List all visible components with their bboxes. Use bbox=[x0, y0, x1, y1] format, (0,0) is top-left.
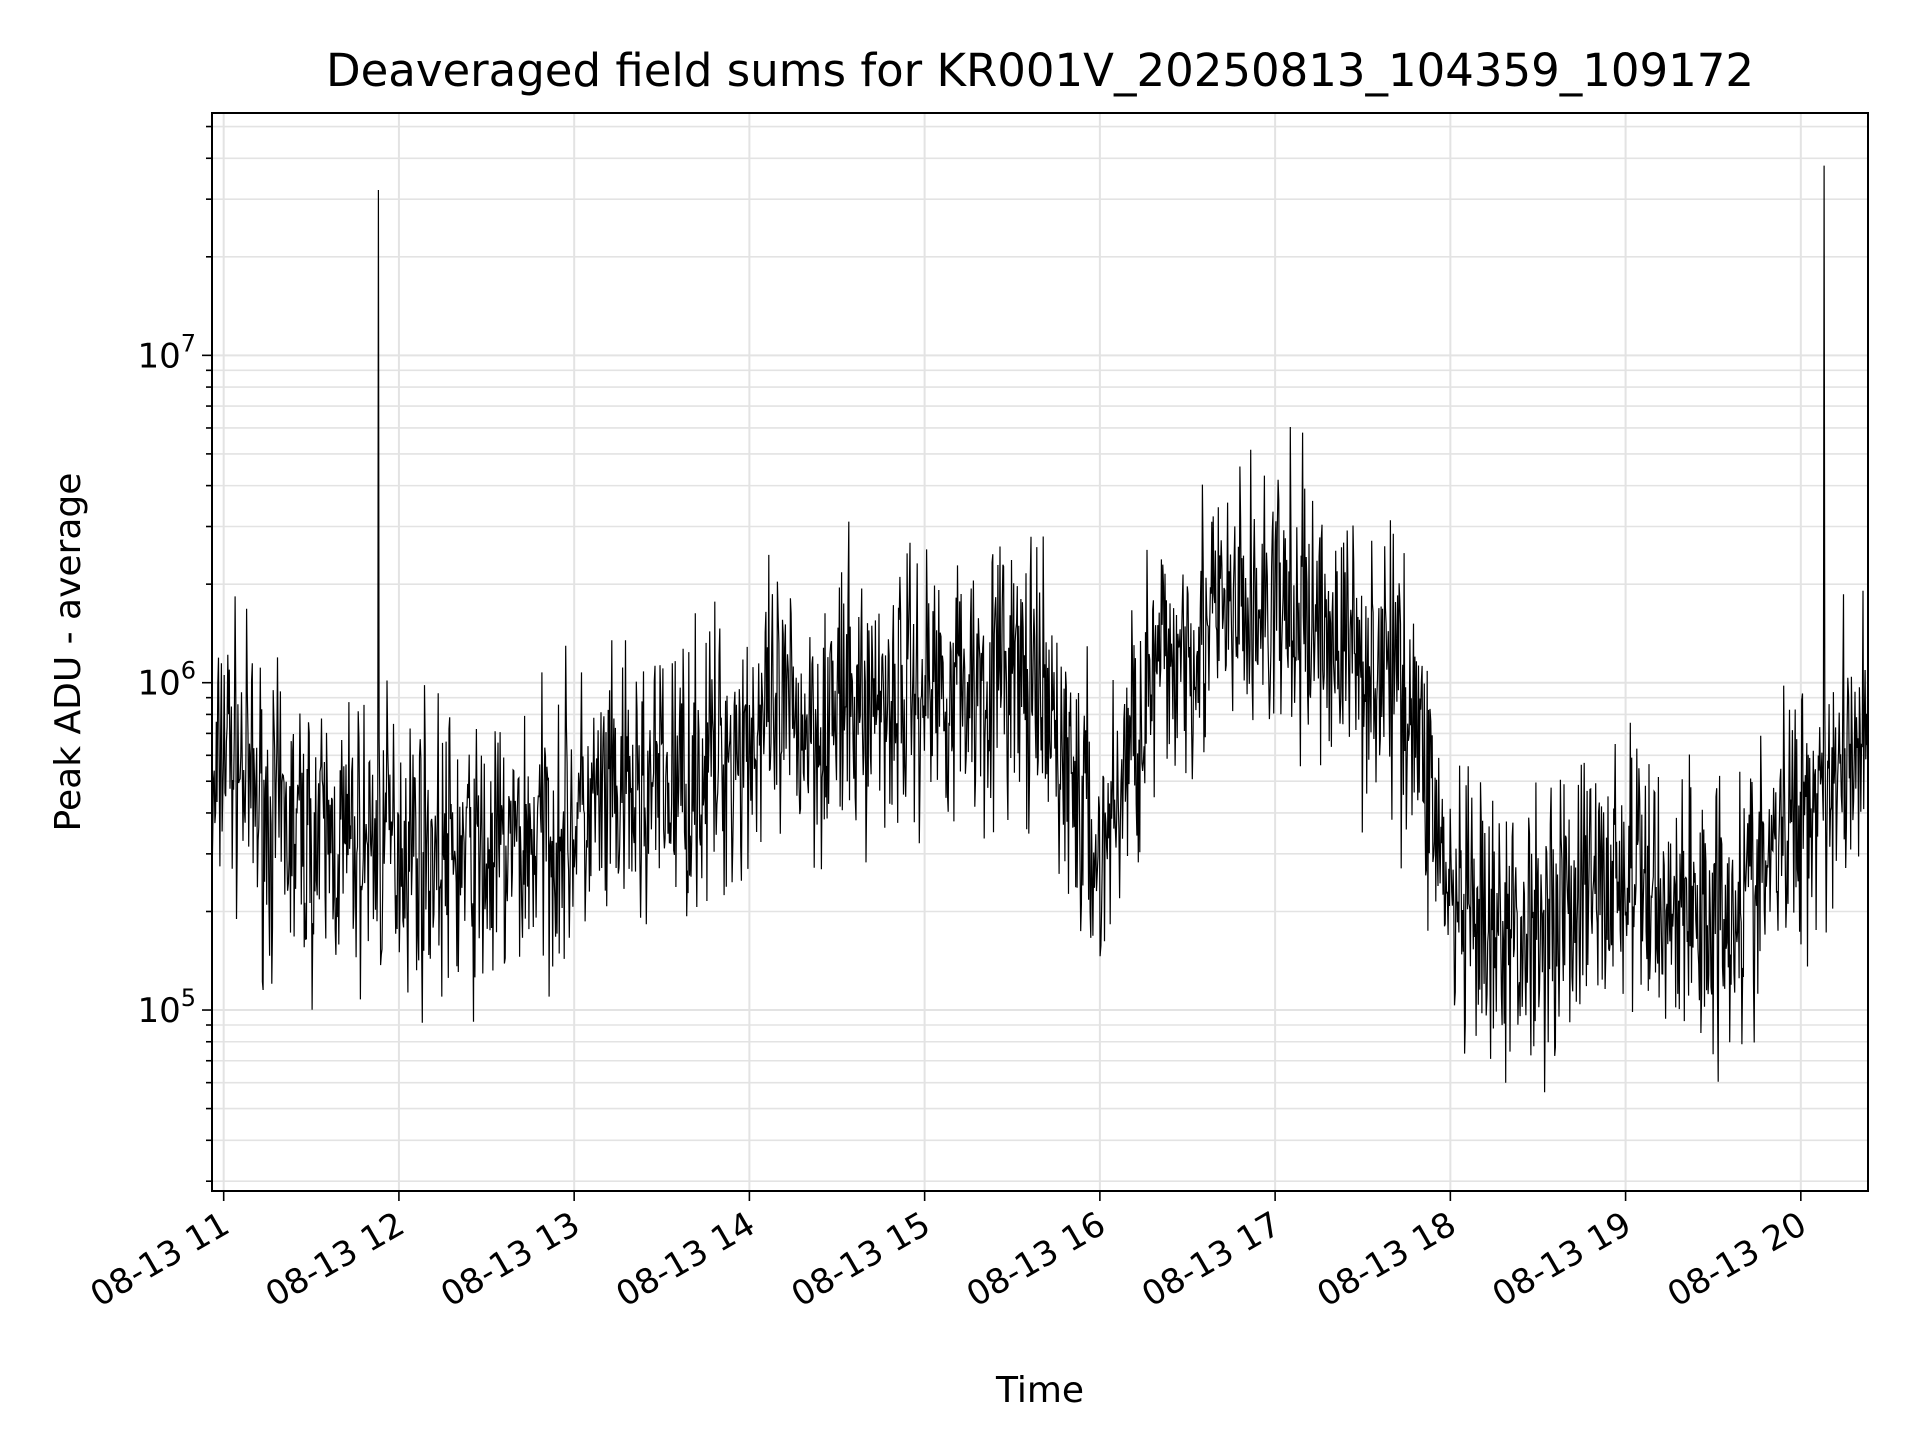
y-tick-label: 105 bbox=[137, 984, 196, 1031]
grid bbox=[212, 113, 1868, 1191]
y-tick-label: 107 bbox=[137, 329, 196, 376]
chart-title: Deaveraged field sums for KR001V_2025081… bbox=[326, 44, 1754, 97]
y-tick-label: 106 bbox=[137, 657, 196, 704]
axes-frame bbox=[211, 112, 1869, 1192]
y-axis-label: Peak ADU - average bbox=[48, 473, 89, 832]
x-axis-label: Time bbox=[995, 1370, 1084, 1411]
data-line bbox=[211, 165, 1869, 1093]
plot-area bbox=[211, 165, 1869, 1093]
